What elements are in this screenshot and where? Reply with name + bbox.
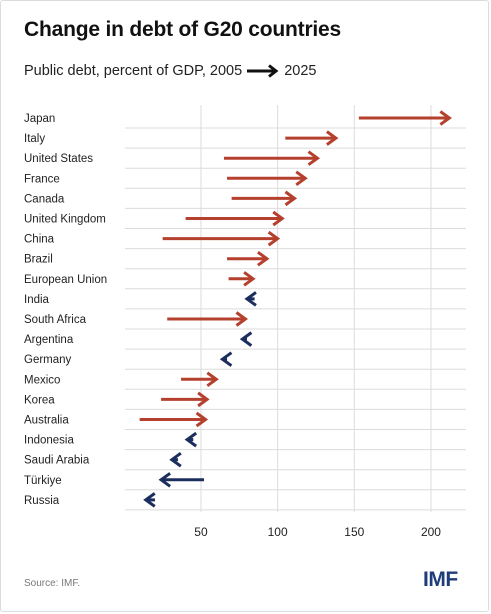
- category-label: Russia: [24, 495, 60, 507]
- decrease-arrow: [143, 492, 156, 508]
- subtitle-prefix: Public debt, percent of GDP, 2005: [24, 63, 243, 79]
- category-label: Italy: [24, 133, 45, 145]
- arrow-head: [158, 472, 171, 488]
- category-label: South Africa: [24, 314, 87, 326]
- decrease-arrow: [184, 431, 198, 448]
- arrow-head: [439, 110, 452, 126]
- decrease-arrow: [244, 291, 257, 307]
- increase-arrow: [223, 150, 321, 166]
- arrow-head: [239, 331, 253, 347]
- arrow-head: [206, 371, 219, 388]
- category-label: Canada: [24, 193, 65, 205]
- category-label: Türkiye: [24, 475, 62, 487]
- decrease-arrow: [158, 472, 205, 488]
- arrow-head: [267, 230, 281, 247]
- increase-arrow: [162, 230, 281, 247]
- increase-arrow: [228, 271, 256, 287]
- category-label: Brazil: [24, 254, 53, 266]
- increase-arrow: [185, 210, 285, 227]
- category-label: China: [24, 234, 55, 246]
- increase-arrow: [285, 130, 339, 146]
- x-tick-label: 200: [421, 525, 441, 539]
- category-label: United Kingdom: [24, 214, 106, 226]
- arrow-head: [169, 451, 182, 468]
- category-label: Indonesia: [24, 435, 74, 447]
- arrow-head: [143, 492, 156, 508]
- arrow-head: [235, 311, 248, 327]
- category-label: India: [24, 294, 50, 306]
- category-label: Mexico: [24, 374, 60, 386]
- increase-arrow: [227, 170, 308, 187]
- arrow-head: [272, 210, 285, 227]
- arrow-head: [307, 150, 321, 166]
- increase-arrow: [139, 411, 209, 428]
- category-label: Saudi Arabia: [24, 455, 90, 467]
- chart-subtitle: Public debt, percent of GDP, 2005 2025: [24, 63, 316, 79]
- category-label: European Union: [24, 274, 107, 286]
- x-tick-label: 50: [194, 525, 208, 539]
- increase-arrow: [231, 190, 298, 207]
- arrow-head: [326, 130, 339, 146]
- arrow-right-icon: [247, 64, 279, 78]
- increase-arrow: [161, 391, 210, 408]
- arrow-head: [244, 291, 257, 307]
- category-label: Korea: [24, 394, 55, 406]
- arrow-head: [184, 431, 198, 448]
- imf-logo: IMF: [423, 568, 458, 591]
- arrow-head: [257, 250, 270, 267]
- chart-title: Change in debt of G20 countries: [24, 18, 342, 41]
- decrease-arrow: [169, 451, 182, 468]
- arrow-head: [243, 271, 256, 287]
- source-note: Source: IMF.: [24, 578, 81, 589]
- chart-area: 50 100 150 200 Japan Italy United States France…: [24, 105, 466, 539]
- increase-arrow: [181, 371, 219, 388]
- arrow-head: [284, 190, 298, 207]
- decrease-arrow: [239, 331, 253, 347]
- increase-arrow: [358, 110, 452, 126]
- arrow-head: [197, 391, 210, 408]
- x-tick-label: 150: [344, 525, 364, 539]
- increase-arrow: [227, 250, 270, 267]
- arrow-head: [295, 170, 308, 187]
- category-label: Japan: [24, 113, 55, 125]
- subtitle-suffix: 2025: [284, 63, 317, 79]
- category-label: Australia: [24, 415, 69, 427]
- category-label: France: [24, 173, 60, 185]
- arrow-head: [219, 351, 233, 367]
- x-tick-label: 100: [268, 525, 288, 539]
- arrow-head: [195, 411, 209, 428]
- category-label: Argentina: [24, 334, 74, 346]
- increase-arrow: [167, 311, 248, 327]
- decrease-arrow: [219, 351, 233, 367]
- category-label: United States: [24, 153, 93, 165]
- category-label: Germany: [24, 354, 72, 366]
